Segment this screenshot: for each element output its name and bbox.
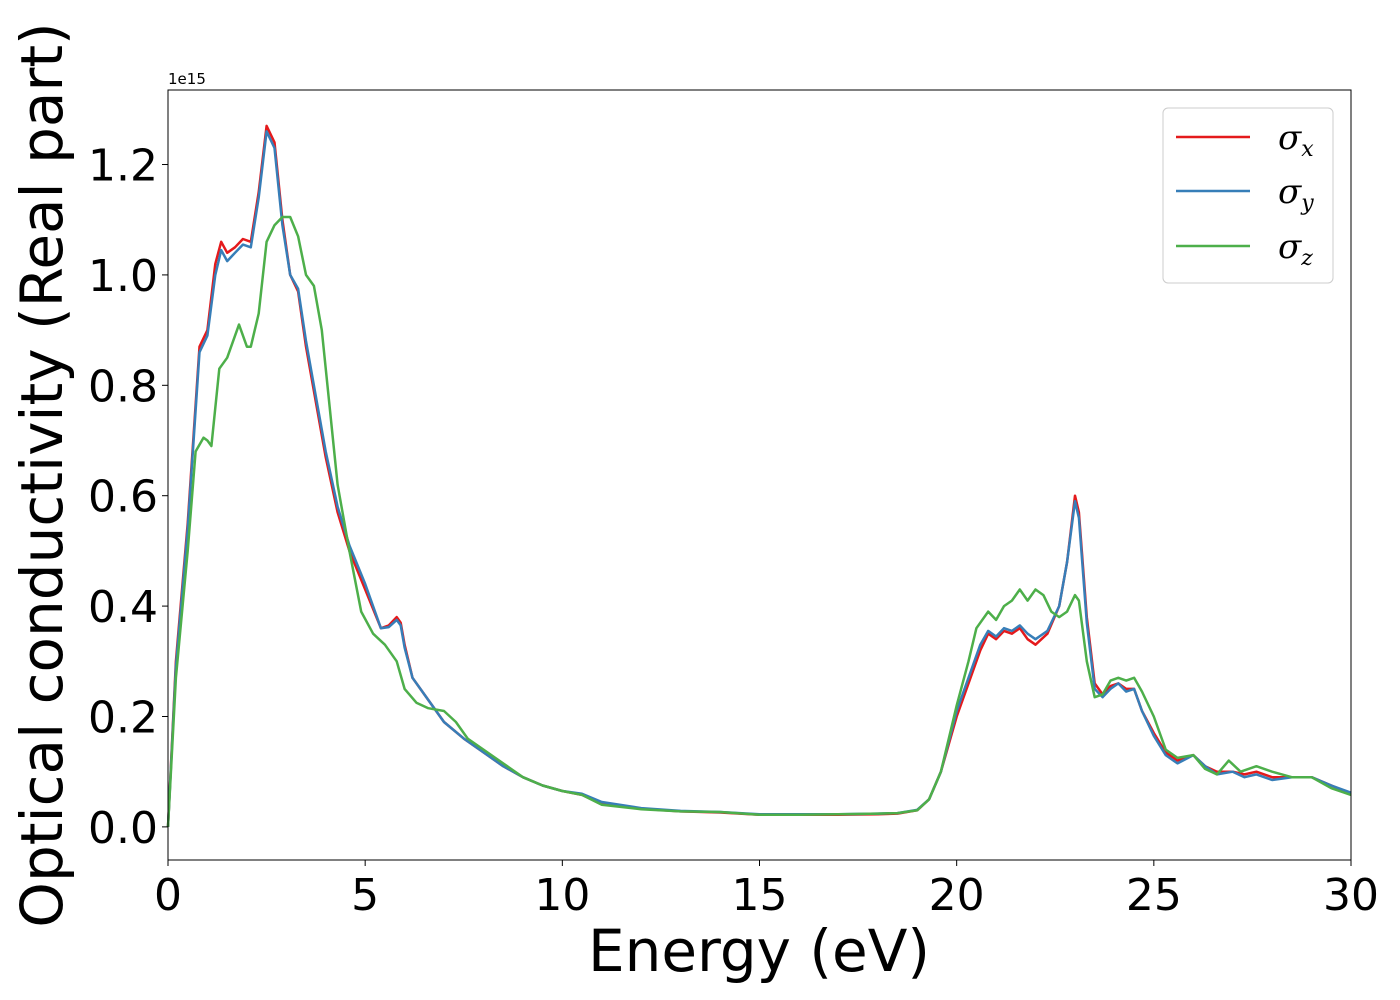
y-tick-label: 0.0 [88, 803, 158, 854]
y-offset-label: 1e15 [168, 70, 206, 88]
x-tick-label: 10 [534, 870, 590, 921]
x-tick-label: 30 [1323, 870, 1379, 921]
x-tick-label: 0 [154, 870, 182, 921]
y-tick-label: 0.2 [88, 692, 158, 743]
legend-box [1162, 107, 1334, 284]
y-tick-label: 1.0 [88, 251, 158, 302]
legend-label-sigma-z: σz [1278, 227, 1313, 271]
y-axis-label: Optical conductivity (Real part) [8, 22, 76, 927]
legend-label-sigma-y: σy [1278, 172, 1314, 216]
x-tick-label: 20 [929, 870, 985, 921]
y-axis: 0.0 0.2 0.4 0.6 0.8 1.0 1.2 [88, 141, 168, 854]
y-tick-label: 0.6 [88, 472, 158, 523]
legend-subscript-z: z [1300, 246, 1313, 271]
y-tick-label: 0.8 [88, 361, 158, 412]
x-tick-label: 25 [1126, 870, 1182, 921]
legend: σx σy σz [1162, 107, 1334, 284]
legend-subscript-y: y [1300, 191, 1314, 216]
x-axis-label: Energy (eV) [588, 917, 930, 985]
legend-subscript-x: x [1301, 137, 1314, 162]
legend-symbol-sigma-z: σ [1278, 227, 1302, 267]
series-layer [166, 124, 1352, 827]
x-tick-label: 5 [351, 870, 379, 921]
y-tick-label: 0.4 [88, 582, 158, 633]
legend-symbol-sigma-y: σ [1278, 172, 1302, 212]
y-tick-label: 1.2 [88, 141, 158, 192]
x-tick-label: 15 [732, 870, 788, 921]
series-line-z [166, 215, 1352, 827]
legend-label-sigma-x: σx [1278, 118, 1314, 162]
x-axis: 0 5 10 15 20 25 30 [154, 860, 1379, 921]
legend-symbol-sigma-x: σ [1278, 118, 1302, 158]
